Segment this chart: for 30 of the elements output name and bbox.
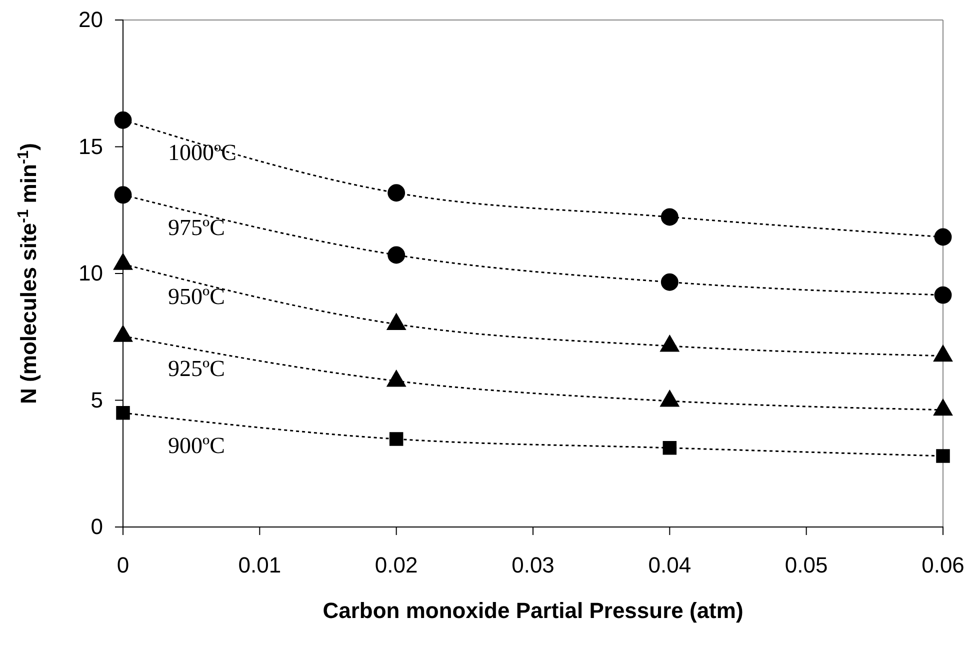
point	[936, 449, 950, 463]
x-tick-label: 0.06	[922, 552, 964, 578]
x-tick-label: 0.05	[784, 552, 828, 578]
series-label: 1000ºC	[168, 140, 236, 166]
y-tick-label: 20	[78, 7, 103, 32]
x-tick-label: 0.02	[374, 552, 418, 578]
point	[114, 186, 132, 204]
point	[934, 228, 952, 246]
y-tick-label: 5	[90, 387, 103, 412]
point	[114, 111, 132, 129]
point	[662, 441, 677, 455]
point	[116, 406, 130, 420]
y-tick-label: 0	[90, 514, 103, 540]
series-label: 950ºC	[168, 284, 225, 310]
series-label: 975ºC	[168, 214, 225, 240]
series-label: 900ºC	[168, 432, 225, 458]
point	[660, 208, 678, 226]
point	[934, 286, 952, 304]
x-tick-label: 0	[116, 552, 130, 578]
x-tick-label: 0.01	[238, 552, 282, 578]
series-label: 925ºC	[168, 356, 225, 382]
x-axis-title: Carbon monoxide Partial Pressure (atm)	[322, 598, 744, 623]
point	[388, 184, 406, 202]
point	[388, 246, 406, 264]
point	[660, 273, 678, 291]
x-tick-label: 0.03	[512, 552, 554, 578]
point	[389, 432, 404, 446]
y-tick-label: 15	[78, 134, 103, 159]
y-tick-label: 10	[78, 260, 103, 286]
x-tick-label: 0.04	[648, 552, 692, 578]
